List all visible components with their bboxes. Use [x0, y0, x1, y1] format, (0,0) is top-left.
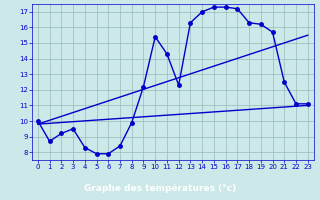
Text: Graphe des températures (°c): Graphe des températures (°c) [84, 184, 236, 193]
